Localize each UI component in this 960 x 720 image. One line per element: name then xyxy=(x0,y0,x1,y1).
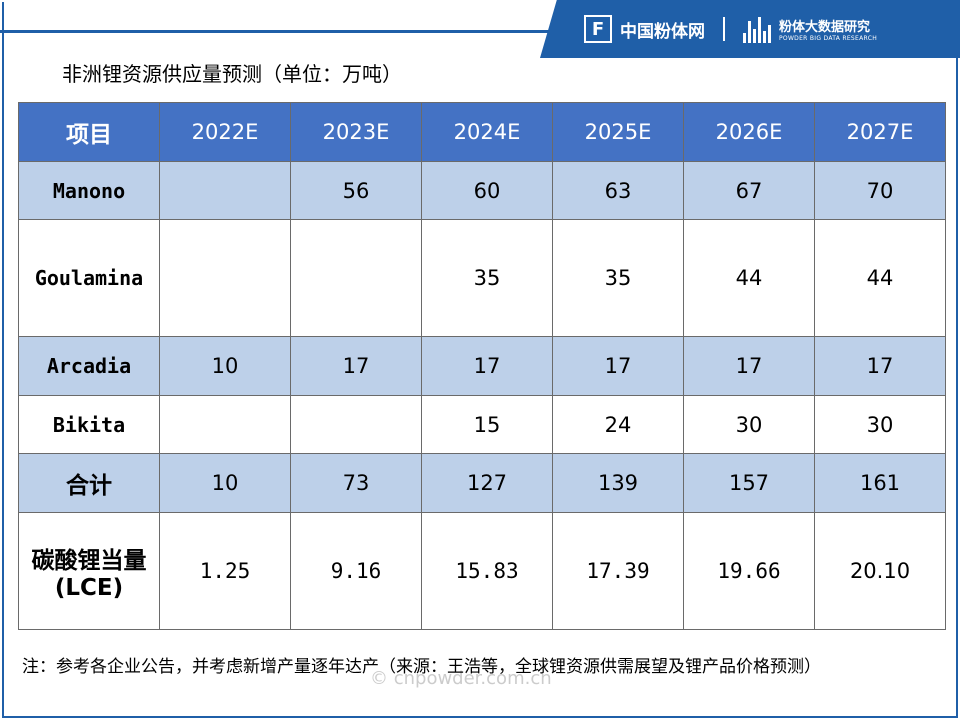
header-rule xyxy=(0,30,960,33)
table-cell xyxy=(290,395,422,454)
brand-research-en: POWDER BIG DATA RESEARCH xyxy=(779,35,878,42)
table-cell: 17 xyxy=(552,336,684,396)
table-header-row: 项目 2022E 2023E 2024E 2025E 2026E 2027E xyxy=(18,102,946,162)
table-cell: 73 xyxy=(290,453,422,513)
row-label: Goulamina xyxy=(18,219,160,337)
row-label: Arcadia xyxy=(18,336,160,396)
table-cell xyxy=(159,161,291,220)
header-cell: 2025E xyxy=(552,102,684,162)
row-label: 碳酸锂当量(LCE) xyxy=(18,512,160,630)
table-cell: 30 xyxy=(683,395,815,454)
watermark: © cnpowder.com.cn xyxy=(370,668,552,689)
table-cell: 44 xyxy=(814,219,946,337)
table-cell: 70 xyxy=(814,161,946,220)
brand-banner: F 中国粉体网 粉体大数据研究 POWDER BIG DATA RESEARCH xyxy=(540,0,960,58)
header-cell: 2022E xyxy=(159,102,291,162)
table-cell: 17 xyxy=(814,336,946,396)
row-label: Manono xyxy=(18,161,160,220)
table-cell: 17 xyxy=(683,336,815,396)
table-cell: 17 xyxy=(421,336,553,396)
table-cell: 10 xyxy=(159,336,291,396)
table-row: Goulamina 35 35 44 44 xyxy=(18,219,946,337)
table-cell: 10 xyxy=(159,453,291,513)
row-label: 合计 xyxy=(18,453,160,513)
table-cell: 30 xyxy=(814,395,946,454)
supply-forecast-table: 项目 2022E 2023E 2024E 2025E 2026E 2027E M… xyxy=(18,102,946,630)
header-cell: 项目 xyxy=(18,102,160,162)
table-cell: 15 xyxy=(421,395,553,454)
header-cell: 2024E xyxy=(421,102,553,162)
table-cell xyxy=(159,395,291,454)
brand-research: 粉体大数据研究 POWDER BIG DATA RESEARCH xyxy=(779,16,877,42)
table-row: Arcadia 10 17 17 17 17 17 xyxy=(18,336,946,396)
table-row: Bikita 15 24 30 30 xyxy=(18,395,946,454)
table-cell: 35 xyxy=(552,219,684,337)
brand-name: 中国粉体网 xyxy=(620,21,705,42)
table-row: 碳酸锂当量(LCE) 1.25 9.16 15.83 17.39 19.66 2… xyxy=(18,512,946,630)
table-cell: 56 xyxy=(290,161,422,220)
table-cell: 9.16 xyxy=(290,512,422,630)
brand-research-cn: 粉体大数据研究 xyxy=(779,20,871,35)
footnote: 注：参考各企业公告，并考虑新增产量逐年达产（来源：王浩等，全球锂资源供需展望及锂… xyxy=(22,657,821,677)
table-cell: 20.10 xyxy=(814,512,946,630)
table-cell: 67 xyxy=(683,161,815,220)
table-cell: 60 xyxy=(421,161,553,220)
table-row: 合计 10 73 127 139 157 161 xyxy=(18,453,946,513)
table-cell: 15.83 xyxy=(421,512,553,630)
header-cell: 2023E xyxy=(290,102,422,162)
table-cell: 157 xyxy=(683,453,815,513)
page-title: 非洲锂资源供应量预测（单位：万吨） xyxy=(62,62,402,86)
table-cell: 1.25 xyxy=(159,512,291,630)
header-cell: 2027E xyxy=(814,102,946,162)
table-cell: 35 xyxy=(421,219,553,337)
table-cell: 17 xyxy=(290,336,422,396)
table-cell: 139 xyxy=(552,453,684,513)
table-cell xyxy=(290,219,422,337)
table-row: Manono 56 60 63 67 70 xyxy=(18,161,946,220)
brand-logo-icon: F xyxy=(584,15,612,43)
table-cell: 19.66 xyxy=(683,512,815,630)
table-cell: 161 xyxy=(814,453,946,513)
header-cell: 2026E xyxy=(683,102,815,162)
table-cell: 127 xyxy=(421,453,553,513)
table-cell: 44 xyxy=(683,219,815,337)
table-cell xyxy=(159,219,291,337)
table-cell: 63 xyxy=(552,161,684,220)
table-cell: 17.39 xyxy=(552,512,684,630)
table-cell: 24 xyxy=(552,395,684,454)
brand-separator xyxy=(723,17,725,41)
row-label: Bikita xyxy=(18,395,160,454)
bar-chart-icon xyxy=(743,15,773,43)
